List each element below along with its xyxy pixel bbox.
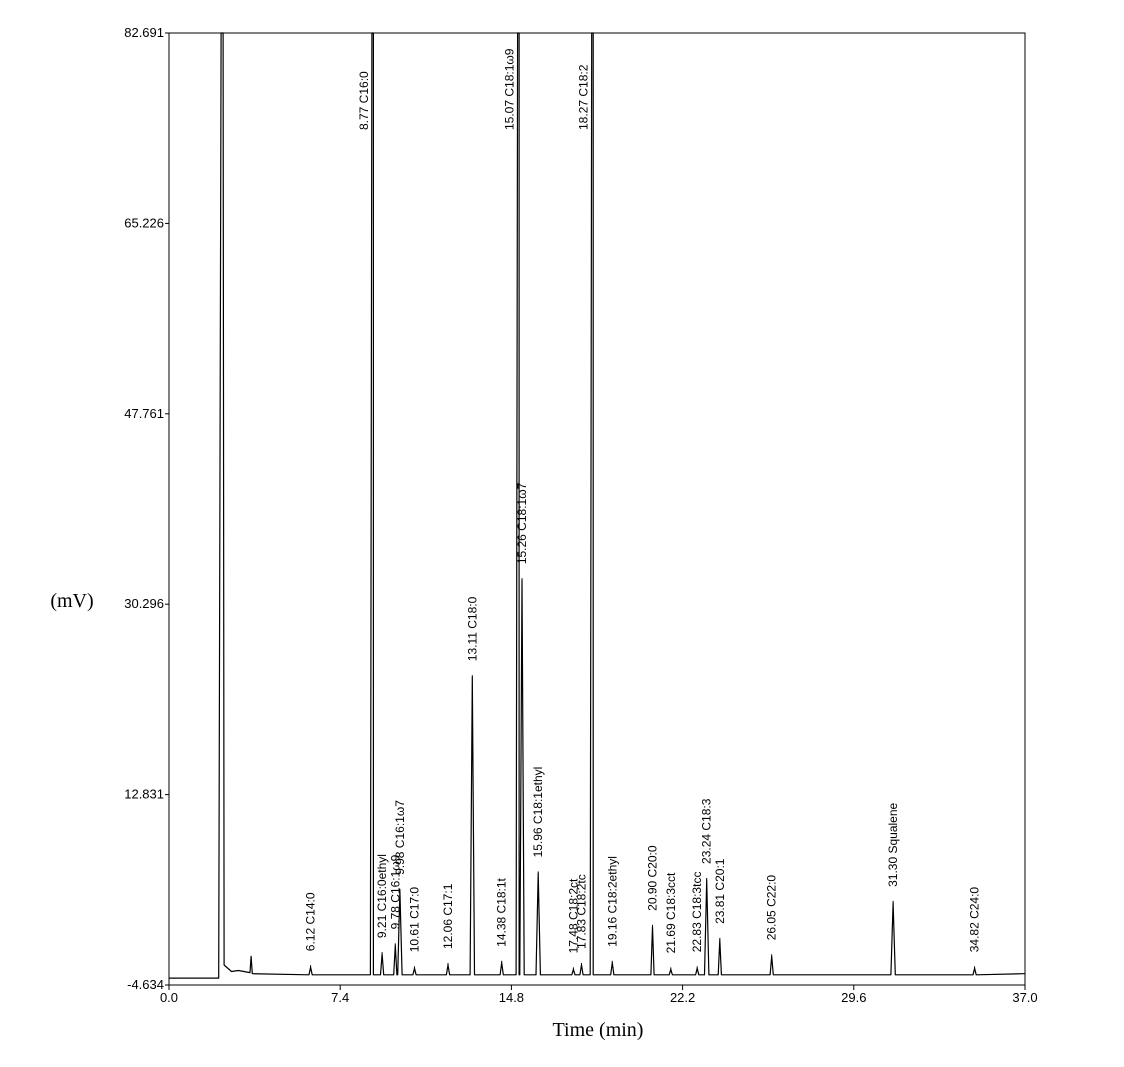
- peak-label: 6.12 C14:0: [304, 892, 318, 951]
- x-tick-label: 29.6: [841, 990, 866, 1005]
- peak-label: 34.82 C24:0: [968, 887, 982, 953]
- peak-label: 9.98 C16:1ω7: [393, 800, 407, 875]
- y-axis-title: (mV): [50, 590, 93, 612]
- y-tick-label: 82.691: [124, 25, 164, 40]
- x-tick-label: 7.4: [331, 990, 349, 1005]
- peak-label: 15.07 C18:1ω9: [503, 48, 517, 130]
- y-tick-label: -4.634: [127, 977, 164, 992]
- peak-label: 23.24 C18:3: [700, 798, 714, 864]
- trace-layer: [169, 32, 1025, 979]
- peak-label: 9.21 C16:0ethyl: [375, 854, 389, 938]
- peak-label: 17.48 C18:2ct: [566, 878, 580, 953]
- peak-label: 20.90 C20:0: [646, 845, 660, 911]
- axes-layer: -4.634 12.831 30.296 47.761 65.226 82.691 0.0 7…: [124, 25, 1037, 1005]
- y-tick-label: 47.761: [124, 406, 164, 421]
- chromatogram-trace: [169, 32, 1025, 979]
- peak-label: 18.27 C18:2: [577, 64, 591, 130]
- plot-frame: [168, 32, 1026, 986]
- peak-label: 22.83 C18:3tcc: [690, 872, 704, 953]
- peak-label: 17.83 C18:2tc: [574, 874, 588, 949]
- peak-label: 15.26 C18:1ω7: [515, 482, 529, 564]
- y-tick-label: 65.226: [124, 215, 164, 230]
- x-tick-label: 37.0: [1012, 990, 1037, 1005]
- peak-label: 21.69 C18:3cct: [664, 872, 678, 953]
- peak-label: 12.06 C17:1: [441, 883, 455, 949]
- peak-labels-layer: 6.12 C14:0 8.77 C16:0 9.21 C16:0ethyl 9.78 …: [304, 48, 982, 970]
- x-tick-label: 0.0: [160, 990, 178, 1005]
- peak-label: 8.77 C16:0: [357, 71, 371, 130]
- y-tick-label: 12.831: [124, 787, 164, 802]
- x-tick-label: 22.2: [670, 990, 695, 1005]
- x-tick-label: 14.8: [499, 990, 524, 1005]
- peak-label: 23.81 C20:1: [713, 858, 727, 924]
- peak-label: 19.16 C18:2ethyl: [605, 856, 619, 947]
- peak-label: 10.61 C17:0: [407, 887, 421, 953]
- peak-label: 15.96 C18:1ethyl: [531, 767, 545, 858]
- x-axis-title: Time (min): [553, 1019, 644, 1041]
- peak-label: 26.05 C22:0: [765, 875, 779, 941]
- peak-label: 13.11 C18:0: [465, 596, 479, 661]
- peak-label: 9.78 C16:1ω9: [388, 854, 402, 929]
- peak-label: 14.38 C18:1t: [495, 877, 509, 946]
- peak-label: 31.30 Squalene: [886, 802, 900, 886]
- y-tick-label: 30.296: [124, 596, 164, 611]
